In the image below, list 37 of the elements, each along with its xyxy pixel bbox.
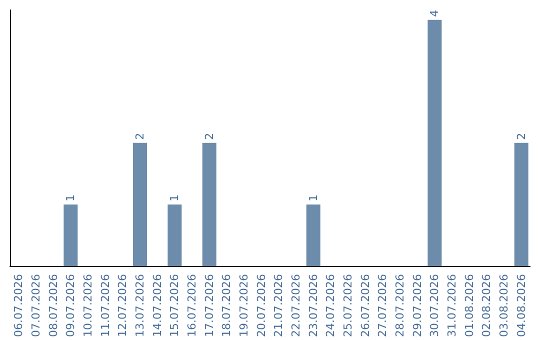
- x-tick-label: 25.07.2026: [342, 274, 354, 338]
- x-tick-label: 02.08.2026: [480, 274, 494, 338]
- x-tick-label: 29.07.2026: [410, 274, 424, 338]
- x-tick-label: 20.07.2026: [254, 274, 268, 338]
- x-tick-label: 15.07.2026: [168, 274, 182, 338]
- x-tick-label: 26.07.2026: [358, 274, 372, 338]
- x-tick-label: 28.07.2026: [394, 274, 406, 338]
- x-tick-label: 11.07.2026: [98, 274, 112, 338]
- data-label: 1: [168, 194, 182, 202]
- data-label: 1: [64, 194, 78, 202]
- x-tick-label: 01.08.2026: [462, 274, 476, 338]
- x-tick-label: 23.07.2026: [306, 274, 320, 338]
- x-tick-label: 18.07.2026: [220, 274, 234, 338]
- x-tick-label: 27.07.2026: [376, 274, 390, 338]
- x-tick-label: 10.07.2026: [82, 274, 94, 338]
- x-tick-label: 13.07.2026: [134, 274, 146, 338]
- data-label: 2: [134, 132, 146, 140]
- x-tick-label: 31.07.2026: [446, 274, 458, 338]
- x-tick-label: 16.07.2026: [186, 274, 198, 338]
- x-tick-label: 09.07.2026: [64, 274, 78, 338]
- x-tick-label: 22.07.2026: [290, 274, 302, 338]
- data-label: 4: [428, 10, 442, 17]
- x-tick-label: 21.07.2026: [272, 274, 286, 338]
- x-tick-label: 30.07.2026: [428, 274, 442, 338]
- data-label: 1: [306, 194, 320, 202]
- x-tick-label: 19.07.2026: [238, 274, 250, 338]
- x-tick-label: 12.07.2026: [116, 274, 130, 338]
- x-tick-label: 03.08.2026: [498, 274, 510, 338]
- x-tick-label: 14.07.2026: [150, 274, 164, 338]
- data-label: 2: [202, 132, 216, 140]
- x-tick-label: 24.07.2026: [324, 274, 338, 338]
- data-label: 2: [514, 132, 528, 140]
- x-tick-label: 08.07.2026: [46, 274, 60, 338]
- x-tick-label: 17.07.2026: [202, 274, 216, 338]
- x-tick-label: 07.07.2026: [30, 274, 42, 338]
- x-tick-label: 06.07.2026: [12, 274, 26, 338]
- x-tick-label: 04.08.2026: [514, 274, 528, 338]
